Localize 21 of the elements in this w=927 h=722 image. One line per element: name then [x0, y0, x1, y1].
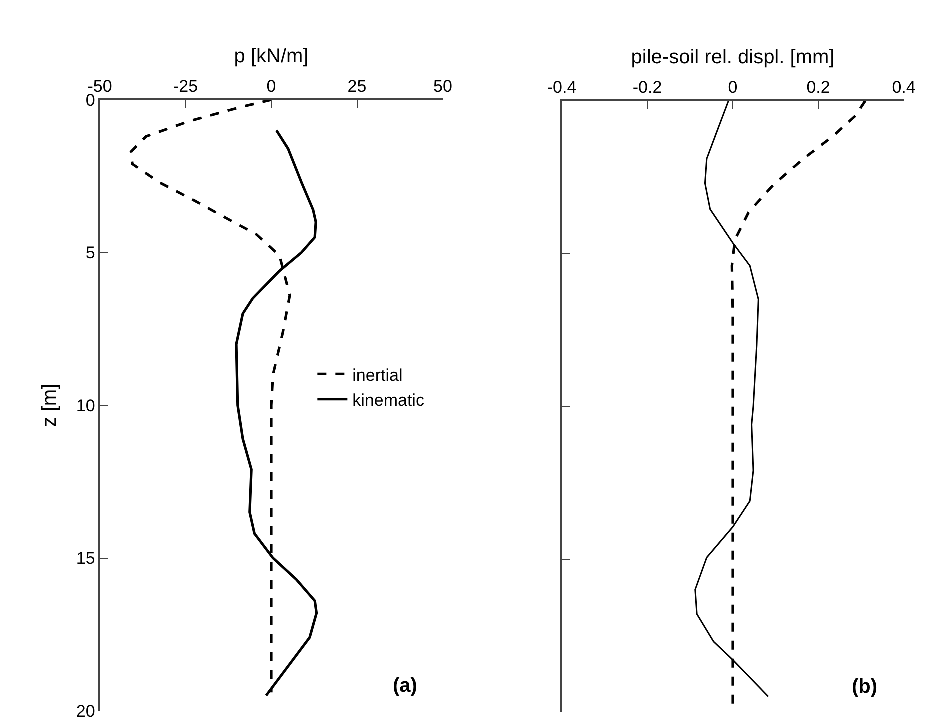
y-tick-label: 5: [86, 244, 96, 263]
legend-label: inertial: [352, 366, 403, 385]
x-tick-label: 0.4: [892, 78, 916, 97]
x-tick-label: 50: [434, 76, 452, 96]
y-tick-label: 15: [76, 549, 96, 568]
x-axis-title: pile-soil rel. displ. [mm]: [631, 46, 835, 69]
y-axis-title: z [m]: [39, 384, 62, 428]
y-tick-label: 10: [76, 396, 96, 416]
x-axis-title: p [kN/m]: [234, 46, 309, 68]
x-tick-label: 0.2: [806, 78, 830, 97]
x-tick-label: -0.4: [547, 78, 577, 97]
x-tick-label: -0.2: [632, 78, 662, 97]
annotation: (b): [852, 676, 878, 698]
x-tick-label: 25: [348, 76, 367, 96]
annotation: (a): [393, 675, 418, 697]
y-tick-label: 0: [86, 90, 96, 110]
y-tick-label: 20: [76, 702, 96, 721]
x-tick-label: 0: [728, 78, 738, 97]
legend-label: kinematic: [352, 390, 425, 410]
x-tick-label: -25: [173, 76, 198, 96]
x-tick-label: 0: [266, 76, 276, 96]
